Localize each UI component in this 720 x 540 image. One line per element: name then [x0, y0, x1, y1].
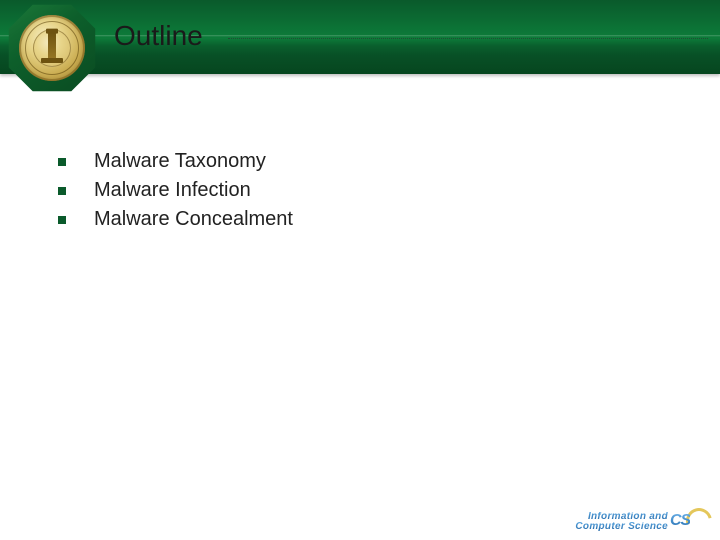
- bullet-text: Malware Infection: [94, 179, 251, 202]
- title-dotted-rule: [228, 38, 708, 39]
- footer-text: Information and Computer Science: [575, 512, 668, 532]
- footer-logo: Information and Computer Science CS: [575, 510, 710, 534]
- list-item: Malware Concealment: [58, 208, 293, 231]
- logo-base-icon: [41, 58, 63, 63]
- square-bullet-icon: [58, 158, 66, 166]
- logo-tower-icon: [48, 33, 56, 61]
- footer-monogram: CS: [670, 510, 710, 534]
- bullet-text: Malware Concealment: [94, 208, 293, 231]
- footer-line2: Computer Science: [575, 522, 668, 532]
- footer-monogram-text: CS: [670, 512, 690, 530]
- list-item: Malware Infection: [58, 179, 293, 202]
- header-bar: [0, 0, 720, 74]
- logo-seal: [19, 15, 85, 81]
- slide: Outline Malware Taxonomy Malware Infecti…: [0, 0, 720, 540]
- square-bullet-icon: [58, 216, 66, 224]
- list-item: Malware Taxonomy: [58, 150, 293, 173]
- header-highlight: [0, 35, 720, 37]
- slide-title: Outline: [114, 20, 203, 52]
- content-area: Malware Taxonomy Malware Infection Malwa…: [58, 150, 293, 237]
- bullet-text: Malware Taxonomy: [94, 150, 266, 173]
- square-bullet-icon: [58, 187, 66, 195]
- university-logo: [6, 2, 98, 94]
